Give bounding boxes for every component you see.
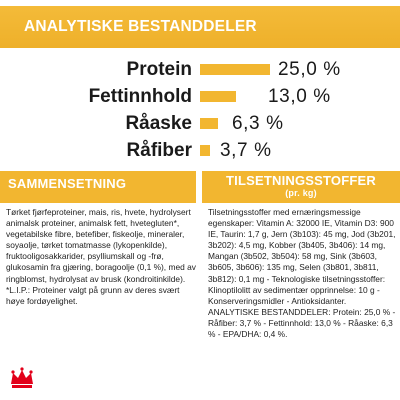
analysis-row-ash: Råaske 6,3 % <box>0 112 400 136</box>
analysis-value: 3,7 % <box>220 140 272 161</box>
analysis-row-fiber: Råfiber 3,7 % <box>0 139 400 163</box>
analysis-value: 6,3 % <box>232 113 284 134</box>
analysis-bar <box>200 118 218 129</box>
composition-banner: SAMMENSETNING <box>0 171 196 203</box>
additives-title: TILSETNINGSSTOFFER <box>226 173 376 188</box>
analysis-label: Fettinnhold <box>88 86 192 107</box>
additives-banner: TILSETNINGSSTOFFER (pr. kg) <box>202 171 400 203</box>
analysis-label: Protein <box>126 59 192 80</box>
analysis-row-protein: Protein 25,0 % <box>0 58 400 82</box>
analysis-value: 25,0 % <box>278 59 341 80</box>
composition-title: SAMMENSETNING <box>8 176 127 191</box>
analysis-table: Protein 25,0 % Fettinnhold 13,0 % Råaske… <box>0 58 400 168</box>
analysis-value: 13,0 % <box>268 86 331 107</box>
analysis-title: ANALYTISKE BESTANDDELER <box>24 18 257 35</box>
additives-subtitle: (pr. kg) <box>285 188 317 198</box>
analysis-label: Råaske <box>125 113 192 134</box>
analysis-bar <box>200 64 270 75</box>
analysis-banner: ANALYTISKE BESTANDDELER <box>0 6 400 48</box>
analysis-label: Råfiber <box>126 140 192 161</box>
crown-icon <box>11 367 33 388</box>
analysis-bar <box>200 91 236 102</box>
analysis-row-fat: Fettinnhold 13,0 % <box>0 85 400 109</box>
additives-text: Tilsetningsstoffer med ernæringsmessige … <box>208 207 396 340</box>
composition-text: Tørket fjørfeproteiner, mais, ris, hvete… <box>6 207 196 306</box>
analysis-bar <box>200 145 210 156</box>
